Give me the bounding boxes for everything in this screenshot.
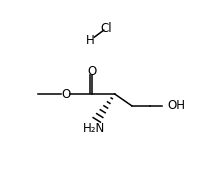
Text: O: O bbox=[61, 88, 70, 100]
Text: Cl: Cl bbox=[100, 22, 111, 36]
Text: O: O bbox=[87, 65, 96, 78]
Text: H₂N: H₂N bbox=[82, 122, 104, 135]
Text: H: H bbox=[86, 34, 94, 47]
Text: OH: OH bbox=[166, 99, 184, 112]
